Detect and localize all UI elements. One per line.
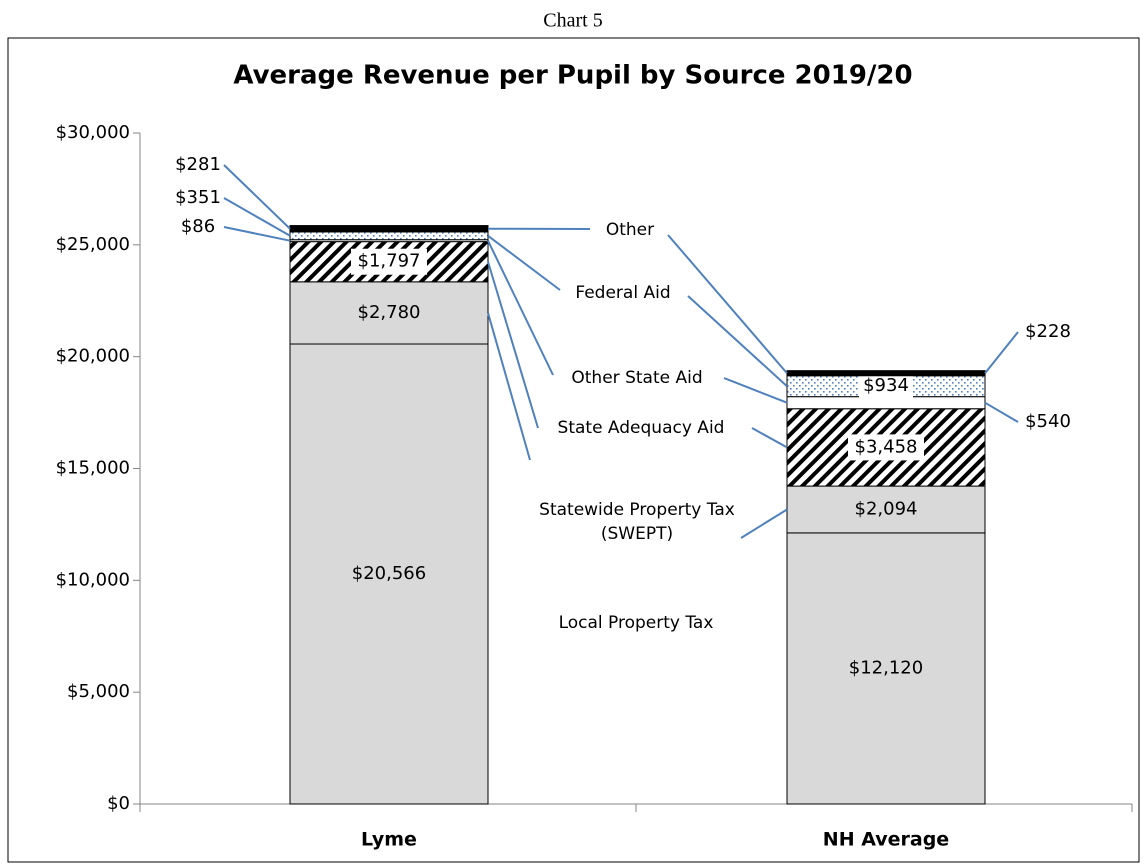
series-leader [487,312,531,461]
value-label: $20,566 [352,563,426,584]
y-tick-label: $20,000 [56,346,130,367]
chart-border [7,37,1140,863]
y-tick-label: $15,000 [56,458,130,479]
value-label: $3,458 [855,436,918,457]
chart-title: Average Revenue per Pupil by Source 2019… [233,61,912,91]
heading: Chart 5 [543,10,602,32]
y-tick-label: $30,000 [56,122,130,143]
y-tick-label: $5,000 [67,681,130,702]
series-label: Other [605,220,655,240]
series-label: Local Property Tax [558,613,714,633]
series-label: Statewide Property Tax (SWEPT) [539,500,735,544]
series-leader [751,427,788,449]
value-label: $12,120 [849,657,923,678]
value-leader [223,197,291,237]
value-label: $351 [175,187,221,208]
bar-segment [786,370,986,377]
bar-segment [786,532,986,805]
bar-segment [289,231,489,241]
y-tick-label: $10,000 [56,569,130,590]
series-leader [487,234,561,291]
value-label: $86 [181,216,215,237]
label-bg [351,248,427,275]
value-label: $228 [1025,321,1071,342]
value-leader [223,164,291,230]
x-tick-label: NH Average [823,829,949,851]
y-tick-label: $0 [107,793,130,814]
label-bg [859,373,913,400]
series-leader [740,508,788,539]
value-leader [984,331,1019,374]
series-leader [487,261,539,429]
value-label: $540 [1025,411,1071,432]
series-leader [723,377,788,404]
series-leader [667,234,788,374]
value-label: $281 [175,154,221,175]
value-leader [223,226,291,242]
x-tick-label: Lyme [361,829,417,851]
series-leader [487,240,554,376]
value-label: $2,780 [358,302,421,323]
series-label: Other State Aid [571,368,703,388]
value-label: $2,094 [855,498,918,519]
y-tick-label: $25,000 [56,234,130,255]
value-label: $1,797 [358,251,421,272]
value-leader [984,401,1019,423]
series-label: State Adequacy Aid [557,418,725,438]
bar-segment [289,343,489,805]
series-label: Federal Aid [575,283,671,303]
value-label: $934 [863,375,909,396]
bar-segment [289,281,489,345]
series-leader [687,295,788,387]
bar-segment [289,225,489,233]
label-bg [848,434,924,461]
